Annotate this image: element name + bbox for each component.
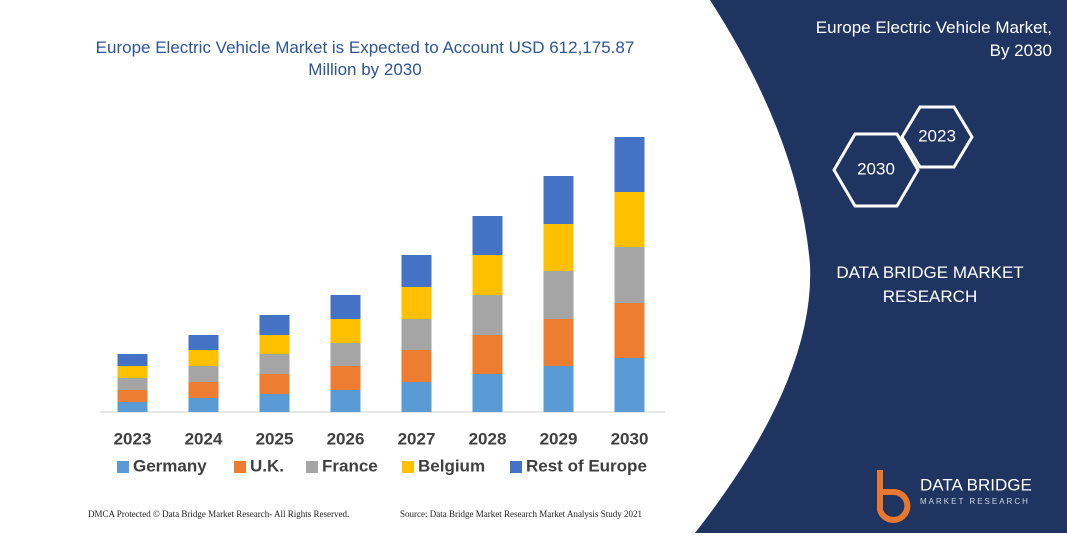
bar-segment (330, 319, 361, 343)
x-tick-label: 2029 (540, 429, 578, 448)
company-name: DATA BRIDGE MARKET RESEARCH (836, 263, 1023, 306)
hexagon (900, 105, 974, 169)
legend-swatch (117, 461, 129, 473)
legend-swatch (510, 461, 522, 473)
bar-segment (401, 319, 432, 350)
bar-segment (543, 271, 574, 319)
bar-segment (259, 315, 290, 335)
logo-name: DATA BRIDGE (920, 475, 1032, 494)
chart-title: Europe Electric Vehicle Market is Expect… (96, 38, 635, 79)
bar-segment (117, 366, 148, 378)
bar-segment (188, 350, 219, 366)
x-tick-label: 2024 (185, 429, 223, 448)
bar-segment (543, 176, 574, 224)
bar-segment (188, 366, 219, 382)
hexagon (832, 132, 920, 208)
logo-icon (877, 470, 911, 523)
panel-title-line: Europe Electric Vehicle Market, (816, 18, 1052, 37)
x-tick-label: 2025 (256, 429, 294, 448)
bar-segment (614, 192, 645, 247)
hexagon-label: 2023 (918, 126, 956, 145)
bar-segment (188, 335, 219, 350)
panel-title-line: By 2030 (990, 41, 1052, 60)
panel-title: Europe Electric Vehicle Market, By 2030 (816, 18, 1052, 60)
bar-segment (188, 382, 219, 398)
x-tick-label: 2027 (398, 429, 436, 448)
bar-segment (117, 390, 148, 402)
bar-segment (259, 394, 290, 412)
bar-segment (259, 354, 290, 374)
bar-segment (472, 216, 503, 255)
bar-segment (614, 303, 645, 358)
legend-label: Germany (133, 456, 207, 475)
bar-segment (614, 137, 645, 192)
bar-segment (330, 295, 361, 319)
hexagon-label: 2030 (857, 159, 895, 178)
bar-segment (472, 255, 503, 295)
x-tick-label: 2026 (327, 429, 365, 448)
bar-segment (614, 247, 645, 303)
logo-tagline: MARKET RESEARCH (920, 497, 1030, 506)
x-tick-label: 2023 (114, 429, 152, 448)
bar-segment (614, 358, 645, 412)
x-tick-label: 2028 (469, 429, 507, 448)
legend-label: Rest of Europe (526, 456, 647, 475)
bar-segment (543, 224, 574, 271)
legend-label: Belgium (418, 456, 485, 475)
bar-segment (330, 343, 361, 366)
bar-segment (117, 354, 148, 366)
bar-segment (401, 287, 432, 319)
footer-right: Source: Data Bridge Market Research Mark… (400, 509, 642, 519)
legend-swatch (306, 461, 318, 473)
footer-left: DMCA Protected © Data Bridge Market Rese… (88, 509, 349, 519)
bar-segment (259, 374, 290, 394)
bar-segment (543, 366, 574, 412)
bar-segment (472, 295, 503, 335)
bar-segment (472, 374, 503, 412)
legend-swatch (402, 461, 414, 473)
bar-segment (401, 382, 432, 412)
x-tick-label: 2030 (611, 429, 649, 448)
bar-segment (401, 255, 432, 287)
bar-segment (188, 398, 219, 412)
bar-segment (330, 390, 361, 412)
bar-segment (259, 335, 290, 354)
company-name-line: RESEARCH (883, 287, 977, 306)
side-panel (695, 0, 1067, 533)
bar-segment (330, 366, 361, 390)
chart-title-line: Million by 2030 (308, 60, 421, 79)
legend-label: U.K. (250, 456, 284, 475)
bar-segment (543, 319, 574, 366)
chart-title-line: Europe Electric Vehicle Market is Expect… (96, 38, 635, 57)
bar-segment (117, 402, 148, 412)
legend-label: France (322, 456, 378, 475)
company-name-line: DATA BRIDGE MARKET (836, 263, 1023, 282)
bar-segment (472, 335, 503, 374)
bar-segment (401, 350, 432, 382)
legend-swatch (234, 461, 246, 473)
bar-segment (117, 378, 148, 390)
